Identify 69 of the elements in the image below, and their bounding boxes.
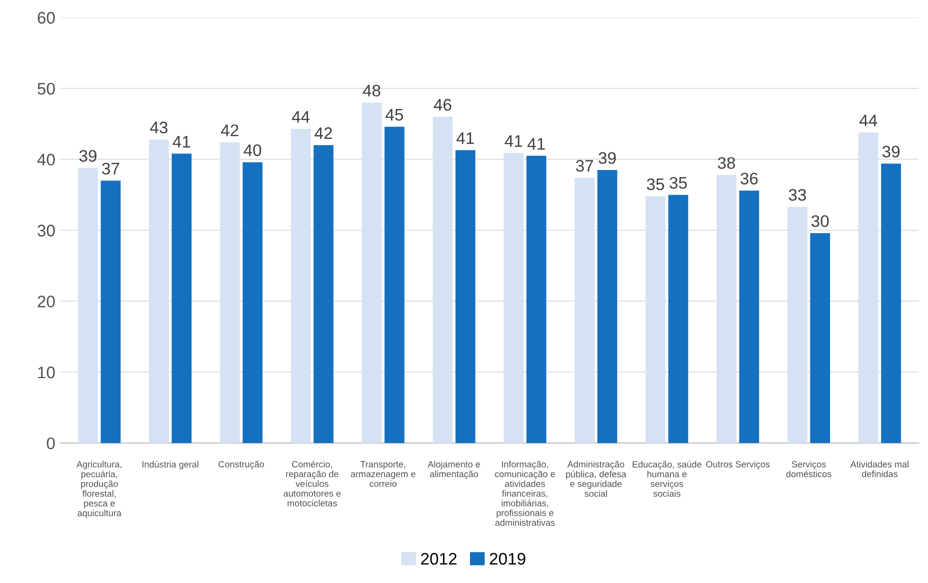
bar (787, 206, 808, 444)
bar (574, 178, 595, 444)
data-label: 37 (576, 160, 594, 172)
data-label: 30 (811, 215, 829, 228)
data-label: 37 (102, 162, 120, 175)
bar (290, 128, 311, 444)
legend-label: 2019 (490, 552, 526, 565)
x-tick-label: Outros Serviços (706, 460, 770, 470)
y-tick-label: 20 (38, 296, 55, 308)
x-tick-label: Agricultura, pecuária, produção florestal, pesca e aquicultura (76, 460, 122, 518)
bar (172, 154, 192, 444)
x-tick-label: Indústria geral (142, 460, 198, 470)
data-label: 40 (244, 144, 262, 156)
data-label: 42 (220, 124, 238, 136)
bar (242, 162, 263, 444)
bar (739, 190, 760, 444)
x-tick-label: Administração pública, defesa e seguridade social (566, 460, 626, 497)
y-tick-label: 10 (38, 366, 55, 378)
y-tick-label: 60 (38, 12, 55, 24)
data-label: 33 (788, 189, 806, 201)
y-tick-label: 50 (38, 82, 55, 95)
data-label: 45 (386, 109, 404, 121)
data-label: 41 (527, 138, 545, 150)
data-label: 35 (670, 176, 687, 189)
bar (149, 139, 169, 444)
data-label: 46 (434, 98, 452, 111)
data-label: 35 (646, 178, 664, 190)
data-label: 41 (172, 136, 190, 148)
data-label: 39 (79, 150, 96, 162)
bar (881, 164, 901, 444)
data-label: 41 (456, 132, 474, 144)
data-label: 43 (150, 122, 168, 134)
data-label: 44 (859, 114, 878, 126)
bar (810, 233, 830, 444)
bar (597, 170, 618, 444)
bar (646, 196, 666, 444)
data-label: 44 (292, 111, 310, 123)
x-tick-label: Serviços domésticos (786, 460, 832, 478)
bar (78, 168, 98, 444)
x-tick-label: Construção (218, 460, 264, 470)
bar (668, 194, 688, 444)
bar (100, 180, 121, 444)
bar (526, 156, 546, 444)
x-tick-label: Educação, saúde humana e serviços sociais (632, 460, 702, 497)
legend-label: 2012 (421, 552, 456, 565)
data-label: 36 (740, 172, 758, 184)
data-label: 39 (882, 146, 900, 158)
data-label: 38 (718, 157, 736, 169)
x-tick-label: Alojamento e alimentação (428, 460, 480, 479)
x-tick-label: Atividades mal definidas (850, 460, 908, 478)
bar (504, 152, 524, 444)
bar (314, 145, 334, 444)
x-tick-label: Comércio, reparação de veículos automotores e motocicletas (284, 460, 341, 506)
x-tick-label: Informação, comunicação e atividades financeiras, imobiliárias, profissionais e administrativas (495, 460, 555, 526)
y-tick-label: 40 (37, 154, 55, 166)
data-label: 39 (598, 152, 616, 164)
bar (384, 126, 404, 444)
data-label: 42 (314, 127, 332, 139)
bar (220, 142, 240, 444)
bar (432, 116, 453, 444)
data-label: 41 (504, 135, 522, 147)
bar (716, 174, 736, 444)
bar (455, 150, 476, 444)
x-tick-label: Transporte, armazenagem e correio (350, 461, 416, 487)
y-tick-label: 30 (38, 224, 55, 236)
y-tick-label: 0 (46, 437, 55, 450)
data-label: 48 (362, 84, 380, 97)
bar (858, 132, 878, 444)
bar (362, 102, 382, 444)
